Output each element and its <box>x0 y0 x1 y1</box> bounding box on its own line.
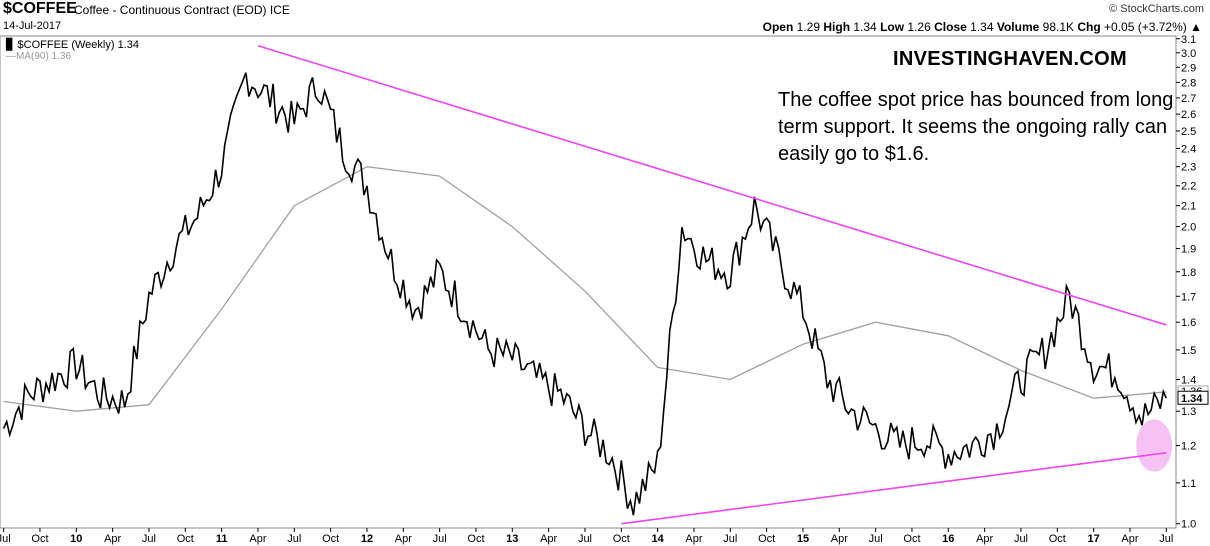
x-tick-label: 14 <box>652 533 665 545</box>
low-label: Low <box>880 20 905 34</box>
x-tick-label: Apr <box>540 533 557 545</box>
y-tick-label: 2.1 <box>1181 201 1196 213</box>
y-tick-label: 2.7 <box>1181 93 1196 105</box>
x-tick-label: Oct <box>613 533 630 545</box>
x-tick-label: Jul <box>723 533 737 545</box>
price-line <box>2 72 1168 516</box>
open-value: 1.29 <box>796 20 821 34</box>
x-tick-label: 12 <box>361 533 373 545</box>
up-arrow-icon: ▲ <box>1190 20 1202 34</box>
chart-symbol: $COFFEE <box>3 0 77 17</box>
legend-price: $COFFEE (Weekly) 1.34 <box>17 39 139 51</box>
brand-watermark: INVESTINGHAVEN.COM <box>893 48 1127 70</box>
close-label: Close <box>934 20 967 34</box>
chart-legend: ▊ $COFFEE (Weekly) 1.34 —MA(90) 1.36 <box>6 38 139 62</box>
low-value: 1.26 <box>907 20 931 34</box>
x-tick-label: Oct <box>903 533 920 545</box>
x-tick-label: Apr <box>976 533 993 545</box>
x-tick-label: 17 <box>1088 533 1100 545</box>
y-tick-label: 1.6 <box>1181 317 1196 329</box>
trendline-resistance <box>257 44 1167 326</box>
y-tick-label: 1.4 <box>1181 374 1196 386</box>
y-tick-label: 2.3 <box>1181 162 1196 174</box>
y-tick-label: 2.0 <box>1181 222 1196 234</box>
trendline-support <box>621 451 1167 525</box>
y-tick-label: 2.8 <box>1181 77 1196 89</box>
x-tick-label: Jul <box>0 533 11 545</box>
y-tick-label: 1.5 <box>1181 345 1196 357</box>
x-tick-label: Jul <box>869 533 883 545</box>
y-axis: 3.1 3.0 2.9 2.8 2.7 2.6 2.5 2.4 2.3 2.2 2.1 2.0 1.9 1… <box>1176 34 1209 531</box>
quote-bar: Open 1.29 High 1.34 Low 1.26 Close 1.34 … <box>763 20 1202 34</box>
x-axis: Jul Oct 10 Apr Jul Oct 11 Apr Jul Oct 12 Apr Jul Oct 1… <box>0 528 1173 545</box>
credit-text: © StockCharts.com <box>1109 3 1204 15</box>
y-tick-label: 1.8 <box>1181 267 1196 279</box>
x-tick-label: 13 <box>506 533 518 545</box>
x-tick-label: Apr <box>685 533 702 545</box>
close-value: 1.34 <box>970 20 994 34</box>
x-tick-label: Apr <box>104 533 121 545</box>
open-label: Open <box>762 20 794 34</box>
legend-ma: MA(90) 1.36 <box>16 51 72 62</box>
last-value-label: 1.34 <box>1181 393 1203 405</box>
x-tick-label: Apr <box>1121 533 1138 545</box>
y-tick-label: 1.2 <box>1181 441 1196 453</box>
ma-line <box>3 166 1167 412</box>
x-tick-label: Jul <box>433 533 447 545</box>
x-tick-label: Jul <box>1159 533 1173 545</box>
chg-value: +0.05 (+3.72%) <box>1104 20 1187 34</box>
x-tick-label: Jul <box>1014 533 1028 545</box>
x-tick-label: Oct <box>467 533 484 545</box>
y-tick-label: 1.3 <box>1181 406 1196 418</box>
chart-date: 14-Jul-2017 <box>3 20 62 32</box>
y-tick-label: 2.2 <box>1181 181 1196 193</box>
plot-frame <box>0 35 1177 529</box>
x-tick-label: Apr <box>831 533 848 545</box>
legend-price-icon: ▊ <box>6 39 15 51</box>
series-layer <box>2 44 1173 525</box>
y-tick-label: 2.9 <box>1181 62 1196 74</box>
x-tick-label: 10 <box>70 533 82 545</box>
x-tick-label: 11 <box>216 533 228 545</box>
legend-ma-icon: — <box>6 51 16 62</box>
volume-value: 98.1K <box>1042 20 1075 34</box>
x-tick-label: Jul <box>287 533 301 545</box>
x-tick-label: Jul <box>142 533 156 545</box>
x-tick-label: Jul <box>578 533 592 545</box>
x-tick-label: Oct <box>758 533 775 545</box>
chg-label: Chg <box>1077 20 1101 34</box>
y-tick-label: 1.0 <box>1181 519 1196 531</box>
highlight-circle <box>1136 419 1173 472</box>
x-tick-label: Apr <box>395 533 412 545</box>
x-tick-label: Oct <box>1049 533 1066 545</box>
chart-description: Coffee - Continuous Contract (EOD) ICE <box>74 3 290 17</box>
y-tick-label: 3.0 <box>1181 48 1196 60</box>
x-tick-label: Oct <box>177 533 194 545</box>
high-value: 1.34 <box>853 20 877 34</box>
y-tick-label: 3.1 <box>1181 34 1196 46</box>
x-tick-label: 15 <box>797 533 809 545</box>
y-tick-label: 2.5 <box>1181 126 1196 138</box>
x-tick-label: 16 <box>942 533 954 545</box>
y-tick-label: 1.1 <box>1181 478 1196 490</box>
annotation-text: The coffee spot price has bounced from l… <box>778 89 1174 165</box>
y-tick-label: 2.6 <box>1181 109 1196 121</box>
x-tick-label: Oct <box>31 533 48 545</box>
volume-label: Volume <box>996 20 1040 34</box>
x-tick-label: Apr <box>249 533 266 545</box>
high-label: High <box>823 20 851 34</box>
y-tick-label: 1.9 <box>1181 244 1196 256</box>
y-tick-label: 2.4 <box>1181 143 1196 155</box>
x-tick-label: Oct <box>322 533 339 545</box>
last-value-tag <box>1177 390 1209 405</box>
y-tick-label: 1.7 <box>1181 291 1196 303</box>
